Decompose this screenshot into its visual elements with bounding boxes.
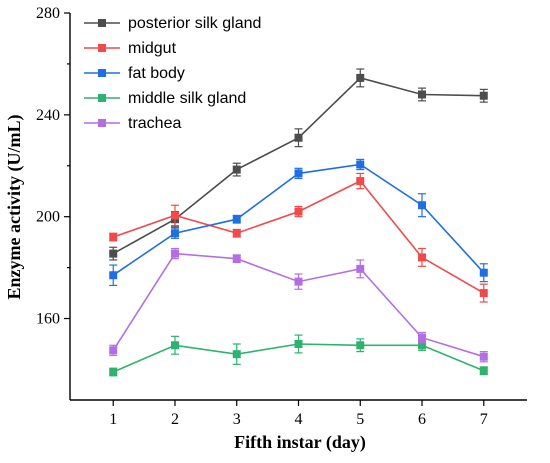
data-point (479, 91, 488, 100)
data-point (109, 367, 118, 376)
data-point (109, 249, 118, 258)
data-point (479, 289, 488, 298)
y-axis-title: Enzyme activity (U/mL) (4, 115, 25, 300)
data-point (170, 341, 179, 350)
data-point (232, 215, 241, 224)
data-point (356, 264, 365, 273)
x-tick-label: 2 (171, 411, 179, 428)
data-point (356, 73, 365, 82)
legend-item: fat body (84, 65, 185, 82)
data-point (356, 160, 365, 169)
y-tick-label: 160 (36, 311, 60, 328)
legend: posterior silk gland midgut fat body middle… (84, 15, 261, 132)
data-point (109, 346, 118, 355)
legend-item: middle silk gland (84, 90, 246, 107)
legend-marker (98, 19, 106, 27)
x-tick-label: 6 (418, 411, 426, 428)
x-tick-label: 7 (480, 411, 488, 428)
data-point (232, 229, 241, 238)
series-trachea (109, 247, 488, 363)
legend-label: midgut (128, 40, 177, 57)
legend-item: posterior silk gland (84, 15, 261, 32)
data-point (294, 339, 303, 348)
data-point (232, 350, 241, 359)
y-tick-label: 200 (36, 209, 60, 226)
legend-label: middle silk gland (128, 90, 246, 107)
data-point (294, 133, 303, 142)
x-tick-label: 3 (233, 411, 241, 428)
legend-marker (98, 44, 106, 52)
data-point (418, 90, 427, 99)
data-point (418, 341, 427, 350)
legend-marker (98, 69, 106, 77)
data-point (418, 201, 427, 210)
data-point (418, 333, 427, 342)
legend-label: posterior silk gland (128, 15, 261, 32)
data-point (232, 254, 241, 263)
legend-item: midgut (84, 40, 177, 57)
legend-marker (98, 94, 106, 102)
legend-marker (98, 119, 106, 127)
data-point (356, 341, 365, 350)
x-tick-label: 1 (109, 411, 117, 428)
x-axis-title: Fifth instar (day) (234, 432, 366, 453)
data-point (109, 271, 118, 280)
y-tick-label: 240 (36, 107, 60, 124)
legend-label: fat body (128, 65, 185, 82)
data-point (356, 177, 365, 186)
legend-item: trachea (84, 115, 181, 132)
series-fat-body (109, 158, 488, 287)
data-point (170, 249, 179, 258)
data-point (418, 253, 427, 262)
series-line (112, 163, 485, 276)
series-layer (109, 68, 488, 377)
ticks: 1 2 3 4 5 6 7 160 200 240 280 (36, 5, 488, 428)
data-point (294, 207, 303, 216)
x-tick-label: 4 (295, 411, 303, 428)
data-point (479, 366, 488, 375)
data-point (170, 229, 179, 238)
data-point (294, 277, 303, 286)
data-point (109, 233, 118, 242)
series-middle-silk-gland (109, 334, 488, 377)
x-tick-label: 5 (356, 411, 364, 428)
data-point (170, 211, 179, 220)
data-point (232, 165, 241, 174)
legend-label: trachea (128, 115, 181, 132)
series-midgut (109, 172, 488, 303)
data-point (479, 268, 488, 277)
y-tick-label: 280 (36, 5, 60, 22)
data-point (479, 352, 488, 361)
data-point (294, 169, 303, 178)
